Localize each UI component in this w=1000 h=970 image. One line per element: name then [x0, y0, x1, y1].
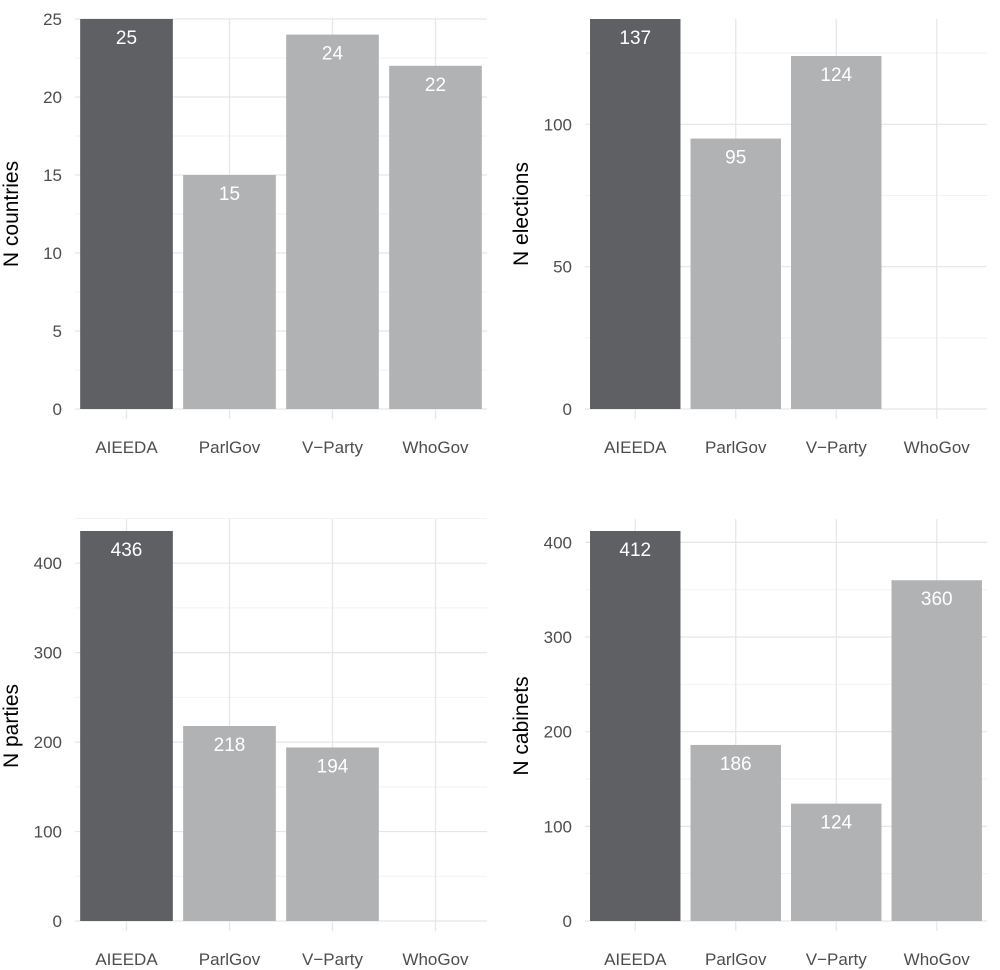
data-label: 24 [322, 44, 344, 65]
data-label: 218 [214, 735, 246, 756]
bar-aieeda [590, 19, 681, 409]
y-tick-label: 300 [544, 628, 572, 647]
bar-whogov [389, 65, 482, 410]
x-tick-label: AIEEDA [95, 438, 158, 457]
bar-parlgov [690, 744, 781, 921]
y-tick-label: 0 [53, 400, 62, 419]
y-tick-label: 100 [544, 817, 572, 836]
data-label: 124 [820, 65, 852, 86]
y-tick-label: 5 [53, 322, 62, 341]
x-tick-label: WhoGov [402, 438, 469, 457]
bar-parlgov [690, 138, 781, 409]
y-tick-label: 200 [34, 733, 62, 752]
bar-vparty [791, 803, 882, 921]
y-tick-label: 10 [43, 244, 62, 263]
x-tick-label: WhoGov [904, 950, 971, 969]
y-axis-title: N cabinets [510, 676, 533, 775]
x-tick-label: AIEEDA [604, 438, 667, 457]
y-tick-label: 0 [563, 400, 572, 419]
data-label: 124 [820, 813, 852, 834]
y-axis-title: N elections [510, 162, 533, 266]
x-tick-label: V−Party [302, 950, 363, 969]
data-label: 95 [725, 148, 746, 169]
y-tick-label: 400 [34, 554, 62, 573]
x-tick-label: V−Party [806, 438, 867, 457]
bar-parlgov [183, 175, 276, 409]
chart-panel-parties: 436 218 194 0 100 200 300 400 AIEEDA ParlGov V−Par… [0, 517, 487, 969]
x-tick-label: AIEEDA [604, 950, 667, 969]
data-label: 15 [219, 184, 240, 205]
data-label: 436 [111, 540, 143, 561]
y-tick-label: 15 [43, 166, 62, 185]
data-label: 360 [921, 589, 953, 610]
y-axis-title: N parties [0, 684, 23, 768]
y-axis-title: N countries [0, 161, 23, 267]
data-label: 22 [425, 75, 446, 96]
x-tick-label: WhoGov [402, 950, 469, 969]
x-tick-label: V−Party [302, 438, 363, 457]
bar-vparty [286, 34, 379, 409]
bar-aieeda [590, 531, 681, 921]
data-label: 186 [720, 754, 752, 775]
y-tick-label: 20 [43, 88, 62, 107]
y-tick-label: 50 [553, 258, 572, 277]
bar-vparty [286, 747, 379, 921]
bar-vparty [791, 56, 882, 410]
x-tick-label: ParlGov [705, 950, 767, 969]
data-label: 412 [619, 540, 651, 561]
chart-panel-elections: 137 95 124 0 50 100 AIEEDA ParlGov V−Party WhoGov… [510, 19, 987, 457]
data-label: 194 [317, 756, 349, 777]
y-tick-label: 0 [563, 912, 572, 931]
chart-panel-cabinets: 412 186 124 360 0 100 200 300 400 AIEEDA ParlGov V−… [510, 519, 987, 969]
x-tick-label: V−Party [806, 950, 867, 969]
y-tick-label: 100 [34, 823, 62, 842]
y-tick-label: 0 [53, 912, 62, 931]
y-tick-label: 25 [43, 10, 62, 29]
bar-aieeda [80, 19, 173, 409]
bar-parlgov [183, 726, 276, 921]
bar-aieeda [80, 531, 173, 921]
bar-whogov [891, 580, 982, 921]
y-tick-label: 300 [34, 644, 62, 663]
y-tick-label: 400 [544, 533, 572, 552]
y-tick-label: 100 [544, 115, 572, 134]
y-tick-label: 200 [544, 723, 572, 742]
x-tick-label: ParlGov [705, 438, 767, 457]
data-label: 25 [116, 28, 137, 49]
chart-panel-countries: 25 15 24 22 0 5 10 15 20 25 AIEEDA ParlGov V−Party Wh… [0, 10, 487, 457]
x-tick-label: ParlGov [199, 438, 261, 457]
data-label: 137 [619, 28, 651, 49]
x-tick-label: ParlGov [199, 950, 261, 969]
x-tick-label: WhoGov [904, 438, 971, 457]
x-tick-label: AIEEDA [95, 950, 158, 969]
